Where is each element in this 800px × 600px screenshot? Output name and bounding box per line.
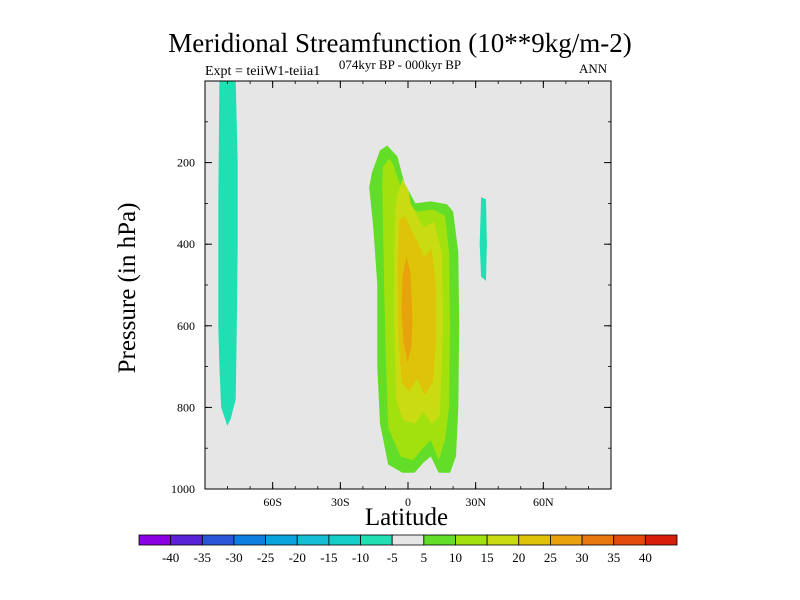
chart-title: Meridional Streamfunction (10**9kg/m-2) bbox=[168, 28, 632, 58]
colorbar-label: -20 bbox=[289, 550, 306, 565]
colorbar-label: 10 bbox=[449, 550, 462, 565]
colorbar-swatch bbox=[486, 534, 520, 546]
experiment-label: Expt = teiiW1-teiia1 bbox=[205, 64, 321, 79]
colorbar-label: 20 bbox=[512, 550, 525, 565]
x-tick-label: 0 bbox=[405, 495, 411, 509]
colorbar-label: -15 bbox=[320, 550, 337, 565]
colorbar-label: 5 bbox=[421, 550, 428, 565]
colorbar-swatch bbox=[455, 534, 488, 546]
colorbar-swatch bbox=[201, 534, 235, 546]
colorbar-label: 30 bbox=[576, 550, 589, 565]
season-label: ANN bbox=[579, 61, 608, 76]
colorbar-label: 40 bbox=[639, 550, 652, 565]
colorbar-swatch bbox=[518, 534, 551, 546]
y-tick-label: 800 bbox=[177, 400, 195, 414]
colorbar-label: 15 bbox=[481, 550, 494, 565]
colorbar-label: 35 bbox=[607, 550, 620, 565]
colorbar-label: 25 bbox=[544, 550, 557, 565]
x-tick-label: 30S bbox=[331, 495, 350, 509]
x-axis-title: Latitude bbox=[364, 504, 449, 531]
colorbar-label: -35 bbox=[194, 550, 211, 565]
period-label: 074kyr BP - 000kyr BP bbox=[338, 57, 462, 72]
colorbar-label: -10 bbox=[352, 550, 369, 565]
colorbar-swatch bbox=[391, 534, 425, 546]
negative-cell-high-latitude-south bbox=[218, 81, 238, 426]
x-tick-label: 60S bbox=[263, 495, 282, 509]
colorbar-swatch bbox=[423, 534, 456, 546]
y-tick-label: 600 bbox=[177, 319, 195, 333]
colorbar-label: -30 bbox=[225, 550, 242, 565]
y-tick-label: 400 bbox=[177, 237, 195, 251]
x-tick-label: 60N bbox=[533, 495, 554, 509]
colorbar-swatch bbox=[233, 534, 266, 546]
positive-cell-25-30 bbox=[401, 256, 413, 363]
colorbar-swatch bbox=[265, 534, 298, 546]
colorbar-swatch bbox=[170, 534, 203, 546]
colorbar-label: -40 bbox=[162, 550, 179, 565]
colorbar-swatch bbox=[581, 534, 615, 546]
y-tick-label: 200 bbox=[177, 156, 195, 170]
colorbar-label: -5 bbox=[387, 550, 398, 565]
colorbar-swatch bbox=[328, 534, 361, 546]
contour-regions bbox=[218, 81, 487, 473]
axis-ticks: 60S 30S 0 30N 60N 200 400 600 800 1000 bbox=[171, 81, 612, 509]
colorbar-swatch bbox=[550, 534, 583, 546]
colorbar-swatch bbox=[296, 534, 330, 546]
colorbar-swatch bbox=[644, 534, 678, 546]
colorbar-swatch bbox=[360, 534, 393, 546]
y-tick-label: 1000 bbox=[171, 482, 195, 496]
colorbar-label: -25 bbox=[257, 550, 274, 565]
colorbar: -40 -35 -30 -25 -20 -15 -10 -5 5 10 15 20 25 30 35 40 bbox=[138, 534, 678, 565]
negative-cell-30N bbox=[479, 197, 487, 281]
colorbar-swatch bbox=[613, 534, 646, 546]
colorbar-swatch bbox=[138, 534, 172, 546]
x-tick-label: 30N bbox=[465, 495, 486, 509]
